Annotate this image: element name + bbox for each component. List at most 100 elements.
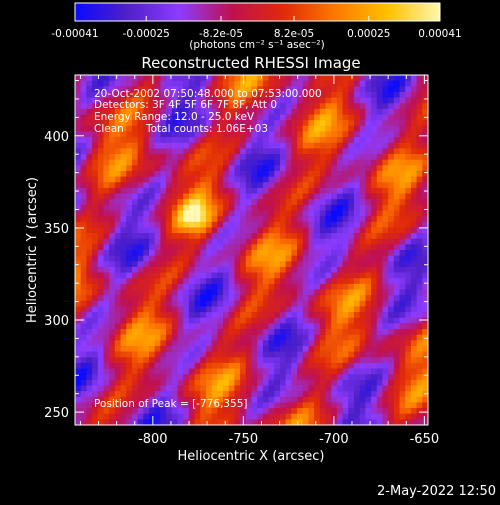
- heatmap-cell: [149, 244, 156, 251]
- heatmap-cell: [160, 300, 167, 307]
- heatmap-cell: [211, 250, 218, 256]
- heatmap-cell: [137, 329, 144, 335]
- heatmap-cell: [177, 193, 184, 200]
- heatmap-cell: [126, 221, 133, 228]
- heatmap-cell: [234, 351, 241, 358]
- heatmap-cell: [353, 295, 360, 302]
- heatmap-cell: [223, 170, 230, 177]
- heatmap-cell: [211, 408, 218, 415]
- heatmap-cell: [137, 357, 144, 364]
- heatmap-cell: [120, 413, 127, 420]
- heatmap-cell: [251, 345, 258, 352]
- heatmap-cell: [109, 199, 116, 206]
- heatmap-cell: [75, 91, 81, 98]
- heatmap-cell: [154, 396, 161, 403]
- heatmap-cell: [297, 255, 304, 262]
- heatmap-cell: [86, 357, 93, 364]
- heatmap-cell: [171, 351, 178, 358]
- heatmap-cell: [285, 261, 292, 268]
- heatmap-cell: [353, 227, 360, 234]
- heatmap-cell: [365, 317, 372, 324]
- heatmap-cell: [359, 419, 366, 425]
- heatmap-cell: [410, 244, 417, 251]
- heatmap-cell: [279, 159, 286, 166]
- heatmap-cell: [371, 170, 378, 177]
- heatmap-cell: [291, 170, 298, 177]
- heatmap-cell: [405, 266, 412, 273]
- heatmap-cell: [166, 148, 173, 155]
- heatmap-cell: [325, 323, 332, 330]
- heatmap-cell: [120, 278, 127, 285]
- heatmap-cell: [86, 413, 93, 420]
- heatmap-cell: [376, 170, 383, 177]
- heatmap-cell: [131, 312, 138, 319]
- heatmap-cell: [228, 142, 235, 149]
- heatmap-cell: [393, 368, 400, 375]
- heatmap-cell: [160, 159, 167, 166]
- heatmap-cell: [342, 351, 349, 358]
- heatmap-cell: [194, 283, 201, 290]
- heatmap-cell: [285, 159, 292, 166]
- heatmap-cell: [166, 120, 173, 127]
- heatmap-cell: [251, 419, 258, 425]
- heatmap-cell: [171, 266, 178, 273]
- heatmap-cell: [223, 317, 230, 324]
- heatmap-cell: [274, 159, 281, 166]
- heatmap-cell: [274, 266, 281, 273]
- heatmap-cell: [388, 391, 395, 398]
- heatmap-cell: [319, 362, 326, 369]
- heatmap-cell: [143, 165, 150, 172]
- heatmap-cell: [251, 103, 258, 110]
- heatmap-cell: [319, 334, 326, 341]
- heatmap-cell: [399, 75, 406, 81]
- heatmap-cell: [331, 210, 338, 217]
- heatmap-cell: [274, 170, 281, 177]
- heatmap-cell: [353, 351, 360, 358]
- heatmap-cell: [234, 413, 241, 420]
- heatmap-cell: [325, 362, 332, 369]
- heatmap-cell: [342, 300, 349, 307]
- heatmap-cell: [422, 210, 428, 217]
- heatmap-cell: [103, 306, 110, 313]
- heatmap-cell: [103, 103, 110, 110]
- heatmap-cell: [416, 351, 423, 358]
- heatmap-cell: [166, 272, 173, 279]
- x-axis: -800 -750 -700 -650: [79, 75, 439, 447]
- heatmap-cell: [245, 114, 252, 121]
- heatmap-cell: [80, 351, 87, 358]
- heatmap-cell: [359, 154, 366, 160]
- heatmap-cell: [234, 204, 241, 211]
- heatmap-cell: [285, 283, 292, 290]
- heatmap-cell: [279, 199, 286, 206]
- heatmap-cell: [75, 250, 81, 256]
- heatmap-cell: [188, 295, 195, 302]
- heatmap-cell: [171, 250, 178, 256]
- heatmap-cell: [359, 413, 366, 420]
- heatmap-cell: [114, 227, 121, 234]
- heatmap-cell: [217, 221, 224, 228]
- heatmap-cell: [143, 340, 150, 347]
- heatmap-cell: [365, 131, 372, 138]
- heatmap-cell: [251, 413, 258, 420]
- heatmap-cell: [126, 176, 133, 183]
- heatmap-cell: [348, 108, 355, 115]
- heatmap-cell: [376, 221, 383, 228]
- heatmap-cell: [126, 238, 133, 245]
- heatmap-cell: [405, 75, 412, 81]
- heatmap-cell: [228, 227, 235, 234]
- heatmap-cell: [274, 379, 281, 386]
- heatmap-cell: [205, 340, 212, 347]
- heatmap-cell: [120, 238, 127, 245]
- heatmap-cell: [143, 199, 150, 206]
- heatmap-cell: [188, 306, 195, 313]
- heatmap-cell: [240, 86, 247, 93]
- heatmap-cell: [319, 300, 326, 307]
- heatmap-cell: [388, 306, 395, 313]
- heatmap-cell: [245, 334, 252, 341]
- heatmap-cell: [188, 272, 195, 279]
- heatmap-cell: [188, 80, 195, 87]
- heatmap-cell: [92, 278, 99, 285]
- heatmap-cell: [325, 244, 332, 251]
- heatmap-cell: [205, 182, 212, 189]
- heatmap-cell: [200, 278, 207, 285]
